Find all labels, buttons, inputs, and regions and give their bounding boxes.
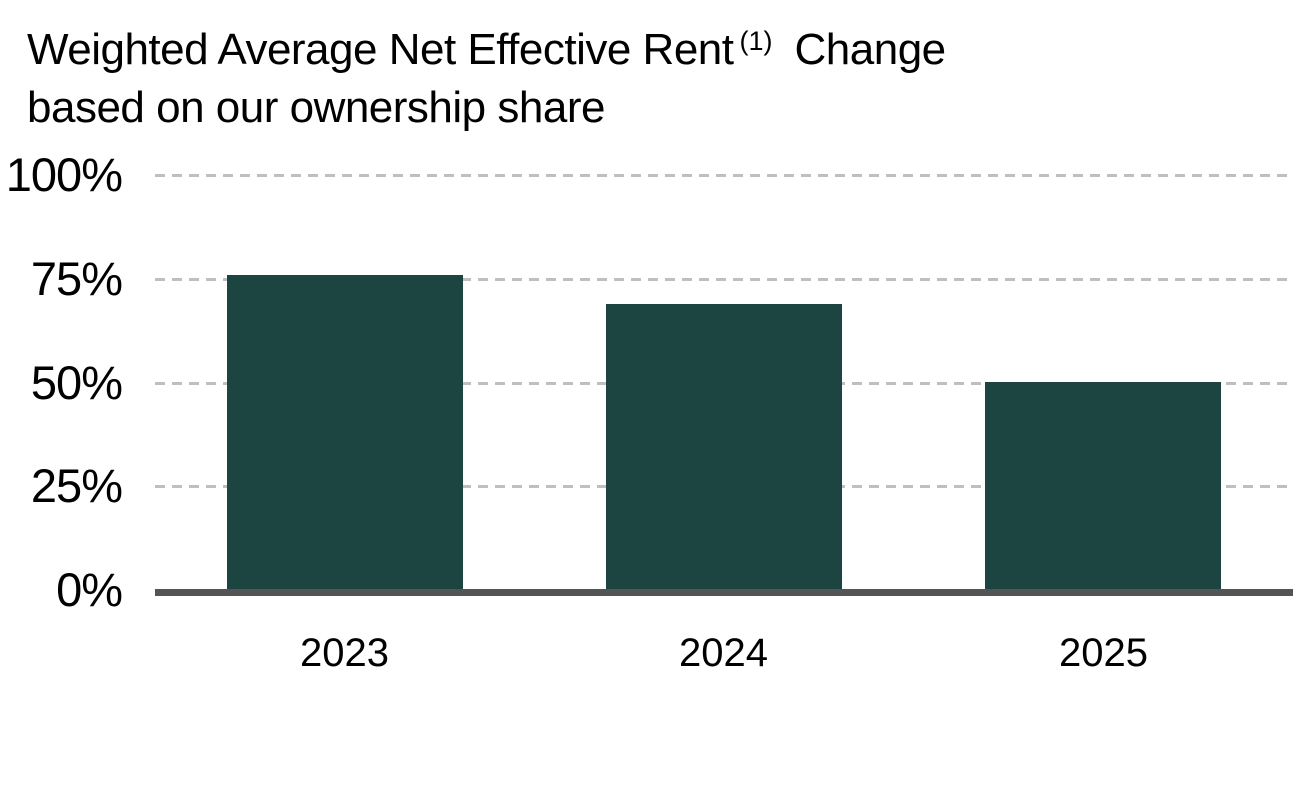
footnote-reference: (1) (739, 26, 773, 56)
gridline-100 (155, 174, 1293, 177)
bar-2025 (985, 382, 1221, 590)
y-axis-tick-label: 50% (30, 355, 123, 409)
chart-title-line2: based on our ownership share (27, 83, 605, 132)
y-axis-tick-label: 75% (30, 251, 123, 305)
y-axis-tick-label: 25% (30, 459, 123, 513)
x-axis-tick-label: 2024 (679, 631, 768, 675)
chart-title-line1: Weighted Average Net Effective Rent (1) Ch… (27, 12, 946, 79)
bar-2023 (227, 275, 463, 590)
chart-title: Weighted Average Net Effective Rent (1) Ch… (27, 12, 946, 137)
chart-title-line1-suffix: Change (794, 25, 947, 74)
gridline-75 (155, 277, 1293, 281)
x-axis-tick-label: 2025 (1059, 631, 1148, 675)
bar-2024 (606, 304, 842, 590)
x-axis-tick-label: 2023 (300, 631, 389, 675)
x-axis-line (155, 589, 1293, 596)
y-axis-tick-label: 100% (5, 148, 123, 201)
y-axis-tick-label: 0% (56, 563, 123, 616)
chart-title-line1-main: Weighted Average Net Effective Rent (27, 25, 734, 74)
